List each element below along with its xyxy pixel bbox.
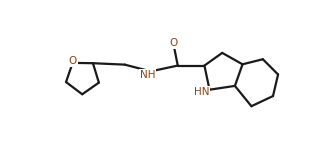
- Text: NH: NH: [139, 70, 155, 80]
- Text: HN: HN: [194, 87, 209, 97]
- Text: O: O: [170, 38, 178, 48]
- Text: O: O: [69, 56, 77, 66]
